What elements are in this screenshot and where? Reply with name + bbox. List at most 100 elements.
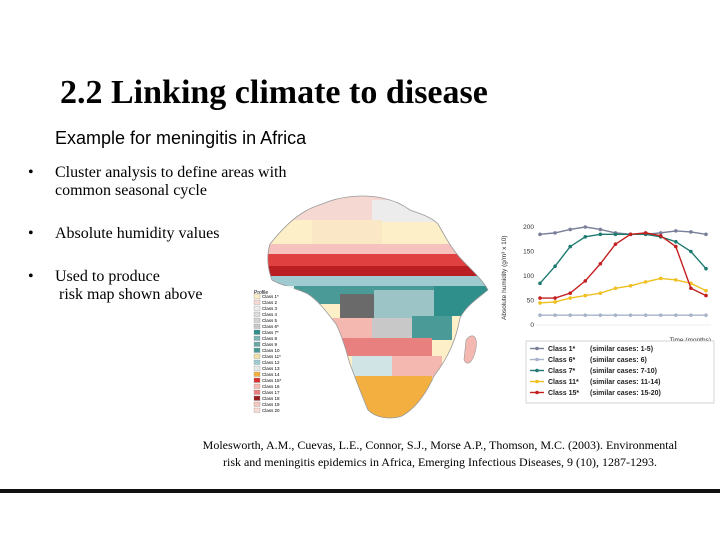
series-line	[540, 232, 707, 299]
chart-yticks: 200 150 100 50 0	[523, 224, 534, 329]
legend-label: Class 3	[262, 306, 278, 311]
legend-series-note: (similar cases: 15-20)	[590, 390, 661, 397]
slide-subtitle: Example for meningitis in Africa	[55, 128, 307, 148]
legend-swatch	[253, 401, 261, 407]
legend-label: Class 6*	[262, 324, 279, 329]
series-point	[598, 291, 603, 295]
legend-swatch	[253, 305, 261, 311]
legend-series-note: (similar cases: 7-10)	[590, 368, 657, 375]
chart-ylabel: Absolute humidity (g/m³ x 10)	[501, 235, 508, 320]
legend-swatch	[253, 341, 261, 347]
bullet-dot: •	[28, 164, 34, 181]
series-point	[553, 300, 557, 304]
legend-marker	[535, 390, 539, 395]
series-point	[598, 227, 603, 232]
series-point	[658, 231, 663, 235]
legend-series-note: (similar cases: 1-5)	[590, 346, 653, 353]
series-point	[568, 291, 572, 295]
legend-series-name: Class 11*	[548, 379, 579, 386]
legend-label: Class 10	[262, 348, 280, 353]
series-point	[553, 313, 557, 317]
legend-swatch	[253, 389, 261, 395]
legend-series-note: (similar cases: 6)	[590, 357, 647, 364]
series-point	[643, 280, 648, 284]
legend-swatch	[253, 407, 261, 413]
series-point	[658, 313, 663, 317]
series-point	[689, 249, 693, 254]
bullet-dot: •	[28, 225, 34, 242]
series-point	[553, 296, 557, 300]
legend-swatch	[253, 377, 261, 383]
legend-swatch	[253, 395, 261, 401]
legend-swatch	[253, 317, 261, 323]
legend-label: Class 7*	[262, 330, 279, 335]
legend-label: Class 13	[262, 366, 280, 371]
legend-swatch	[253, 323, 261, 329]
legend-swatch	[253, 293, 261, 299]
series-point	[613, 286, 618, 291]
legend-swatch	[253, 353, 261, 359]
africa-outline	[267, 195, 489, 419]
legend-marker	[535, 368, 539, 373]
series-point	[568, 313, 572, 317]
bottom-rule	[0, 489, 720, 493]
legend-label: Class 20	[262, 408, 280, 413]
legend-label: Class 18	[262, 396, 280, 401]
y-tick-label: 100	[523, 273, 534, 280]
bullet-text: Used to produce risk map shown above	[55, 268, 325, 304]
madagascar-shape	[463, 335, 477, 364]
series-point	[704, 232, 708, 237]
y-tick-label: 50	[527, 298, 535, 305]
series-point	[674, 244, 678, 249]
series-line	[539, 277, 707, 304]
series-point	[568, 296, 572, 300]
series-point	[583, 293, 588, 298]
slide-title: 2.2 Linking climate to disease	[60, 74, 488, 111]
series-point	[583, 225, 588, 229]
series-point	[704, 313, 708, 317]
legend-swatch	[253, 383, 261, 389]
series-point	[689, 230, 693, 234]
legend-swatch	[253, 371, 261, 377]
citation-line: Molesworth, A.M., Cuevas, L.E., Connor, …	[202, 438, 678, 452]
series-point	[689, 313, 693, 317]
legend-swatch	[253, 299, 261, 305]
series-point	[658, 234, 663, 238]
series-point	[583, 313, 588, 317]
series-point	[628, 232, 633, 237]
chart-legend-box	[525, 340, 715, 404]
legend-label: Class 4	[262, 312, 278, 317]
series-point	[674, 229, 678, 233]
series-point	[704, 293, 708, 298]
y-tick-label: 0	[530, 322, 534, 329]
legend-label: Class 16	[262, 384, 280, 389]
legend-label: Class 14	[262, 372, 280, 377]
series-point	[628, 313, 633, 317]
bullet-dot: •	[28, 268, 34, 285]
series-point	[704, 288, 708, 293]
map-legend-title: Profile	[254, 290, 268, 296]
bullet-text: Cluster analysis to define areas with co…	[55, 164, 325, 200]
series-point	[538, 313, 542, 317]
legend-label: Class 15*	[262, 378, 282, 383]
legend-swatch	[253, 365, 261, 371]
series-point	[704, 266, 708, 271]
chart-xlabel: Time (months)	[669, 337, 711, 344]
citation-line: risk and meningitis epidemics in Africa,…	[222, 455, 658, 469]
legend-swatch	[253, 329, 261, 335]
series-point	[538, 301, 542, 305]
chart-series	[538, 225, 708, 317]
series-point	[598, 232, 603, 237]
series-point	[568, 244, 572, 249]
series-point	[583, 279, 588, 283]
series-point	[598, 313, 603, 317]
legend-series-name: Class 15*	[548, 390, 579, 397]
legend-label: Class 9	[262, 342, 278, 347]
series-point	[643, 231, 648, 235]
legend-marker	[535, 379, 539, 384]
legend-swatch	[253, 359, 261, 365]
series-line	[539, 233, 707, 284]
legend-label: Class 11*	[262, 354, 281, 359]
